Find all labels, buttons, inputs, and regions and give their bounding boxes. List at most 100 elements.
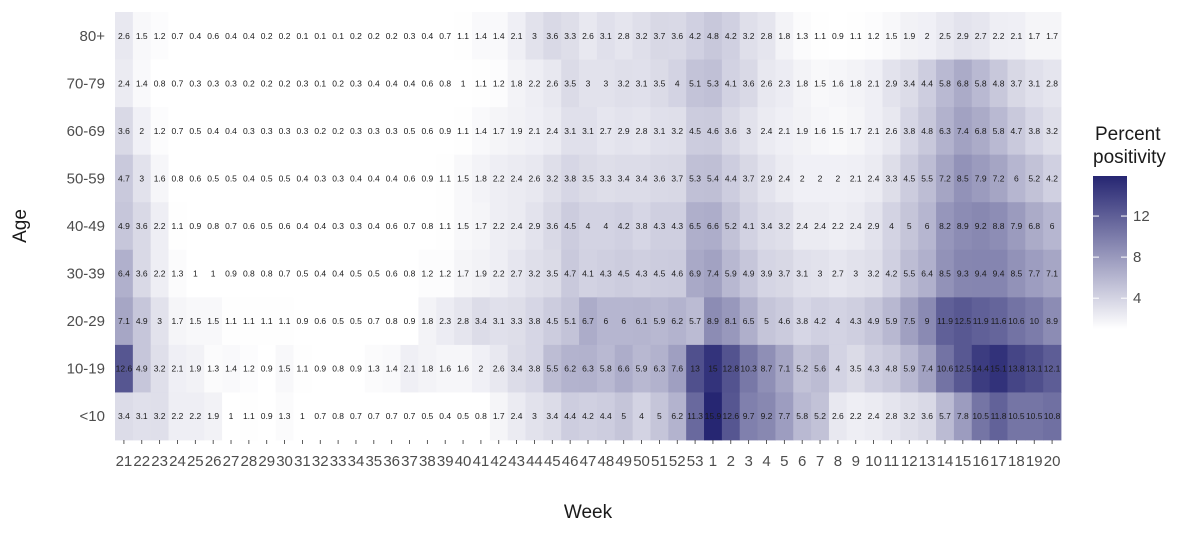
x-tick-label: 11 xyxy=(884,453,900,470)
heatmap-cell xyxy=(293,59,312,108)
heatmap-cell xyxy=(364,297,384,346)
heatmap-cell xyxy=(775,297,794,346)
heatmap-cell xyxy=(632,249,651,298)
heatmap-cell xyxy=(811,249,830,298)
cell-value-label: 6 xyxy=(1014,173,1019,183)
heatmap-cell xyxy=(454,202,473,251)
x-tick-label: 16 xyxy=(972,453,989,470)
heatmap-cell xyxy=(561,12,580,60)
heatmap-cell xyxy=(222,202,241,251)
heatmap-cell xyxy=(257,59,277,108)
heatmap-cell xyxy=(418,107,437,156)
heatmap-cell xyxy=(614,344,634,393)
cell-value-label: 1.8 xyxy=(850,78,862,88)
heatmap-cell xyxy=(1007,297,1026,346)
heatmap-cell xyxy=(222,107,241,156)
heatmap-cell xyxy=(1007,344,1026,393)
heatmap-cell xyxy=(347,202,366,251)
cell-value-label: 6.8 xyxy=(975,126,987,136)
heatmap-cell xyxy=(989,344,1008,393)
heatmap-cell xyxy=(489,107,509,156)
heatmap-cell xyxy=(186,249,205,298)
cell-value-label: 3.3 xyxy=(886,173,898,183)
cell-value-label: 1.4 xyxy=(475,126,487,136)
cell-value-label: 5.5 xyxy=(546,364,558,374)
cell-value-label: 4.2 xyxy=(618,221,630,231)
cell-value-label: 9.2 xyxy=(975,221,987,231)
cell-value-label: 4.5 xyxy=(903,173,915,183)
heatmap-cell xyxy=(579,344,598,393)
cell-value-label: 0.8 xyxy=(261,269,273,279)
heatmap-cell xyxy=(418,392,437,441)
cell-value-label: 13.1 xyxy=(1026,364,1043,374)
cell-value-label: 8.9 xyxy=(1046,316,1058,326)
heatmap-cell xyxy=(400,297,419,346)
cell-value-label: 1.3 xyxy=(279,411,291,421)
cell-value-label: 2.2 xyxy=(850,411,862,421)
heatmap-cell xyxy=(811,392,830,441)
cell-value-label: 5 xyxy=(621,411,626,421)
cell-value-label: 6.4 xyxy=(118,269,130,279)
heatmap-cell xyxy=(596,12,616,60)
heatmap-cell xyxy=(596,344,616,393)
cell-value-label: 3 xyxy=(586,78,591,88)
cell-value-label: 7.2 xyxy=(993,173,1005,183)
heatmap-cell xyxy=(811,344,830,393)
heatmap-cell xyxy=(579,392,598,441)
cell-value-label: 0.9 xyxy=(261,364,273,374)
cell-value-label: 3.5 xyxy=(564,78,576,88)
x-tick-label: 4 xyxy=(762,453,770,470)
heatmap-cell xyxy=(507,59,526,108)
cell-value-label: 9.4 xyxy=(993,269,1005,279)
x-tick-label: 19 xyxy=(1026,453,1043,470)
cell-value-label: 6.5 xyxy=(689,221,701,231)
heatmap-cell xyxy=(936,202,955,251)
heatmap-cell xyxy=(579,202,598,251)
cell-value-label: 3.1 xyxy=(653,126,665,136)
cell-value-label: 3.1 xyxy=(636,78,648,88)
cell-value-label: 4.7 xyxy=(564,269,576,279)
cell-value-label: 1.5 xyxy=(136,31,148,41)
cell-value-label: 2.1 xyxy=(850,173,862,183)
cell-value-label: 3.1 xyxy=(564,126,576,136)
cell-value-label: 2.2 xyxy=(154,269,166,279)
cell-value-label: 4.2 xyxy=(725,31,737,41)
cell-value-label: 4.1 xyxy=(582,269,594,279)
cell-value-label: 0.4 xyxy=(207,126,219,136)
heatmap-cell xyxy=(382,249,401,298)
heatmap-cell xyxy=(204,297,223,346)
heatmap-cell xyxy=(882,344,901,393)
cell-value-label: 9 xyxy=(925,316,930,326)
heatmap-cell xyxy=(347,12,366,60)
heatmap-cell xyxy=(382,392,401,441)
heatmap-cell xyxy=(186,392,205,441)
cell-value-label: 4.9 xyxy=(136,316,148,326)
cell-value-label: 3.2 xyxy=(778,221,790,231)
cell-value-label: 0.8 xyxy=(421,221,433,231)
cell-value-label: 3.6 xyxy=(136,269,148,279)
cell-value-label: 7.1 xyxy=(118,316,130,326)
heatmap-cell xyxy=(704,154,723,203)
heatmap-cell xyxy=(757,12,776,60)
cell-value-label: 7.4 xyxy=(707,269,719,279)
heatmap-cell xyxy=(900,297,919,346)
cell-value-label: 2 xyxy=(139,126,144,136)
heatmap-cell xyxy=(168,344,187,393)
heatmap-cell xyxy=(882,392,901,441)
heatmap-cell xyxy=(1007,107,1026,156)
cell-value-label: 11.9 xyxy=(937,316,953,326)
cell-value-label: 10.5 xyxy=(1008,411,1025,421)
x-tick-label: 1 xyxy=(709,453,717,470)
cell-value-label: 4.5 xyxy=(564,221,576,231)
heatmap-cell xyxy=(793,392,812,441)
heatmap-cell xyxy=(953,12,973,60)
cell-value-label: 2.6 xyxy=(761,78,773,88)
heatmap-cell xyxy=(543,59,562,108)
cell-value-label: 2.3 xyxy=(778,78,790,88)
heatmap-cell xyxy=(436,59,455,108)
heatmap-cell xyxy=(739,249,758,298)
x-tick-label: 42 xyxy=(490,453,507,470)
heatmap-cell xyxy=(400,12,419,60)
cell-value-label: 3.5 xyxy=(582,173,594,183)
x-tick-label: 29 xyxy=(258,453,275,470)
